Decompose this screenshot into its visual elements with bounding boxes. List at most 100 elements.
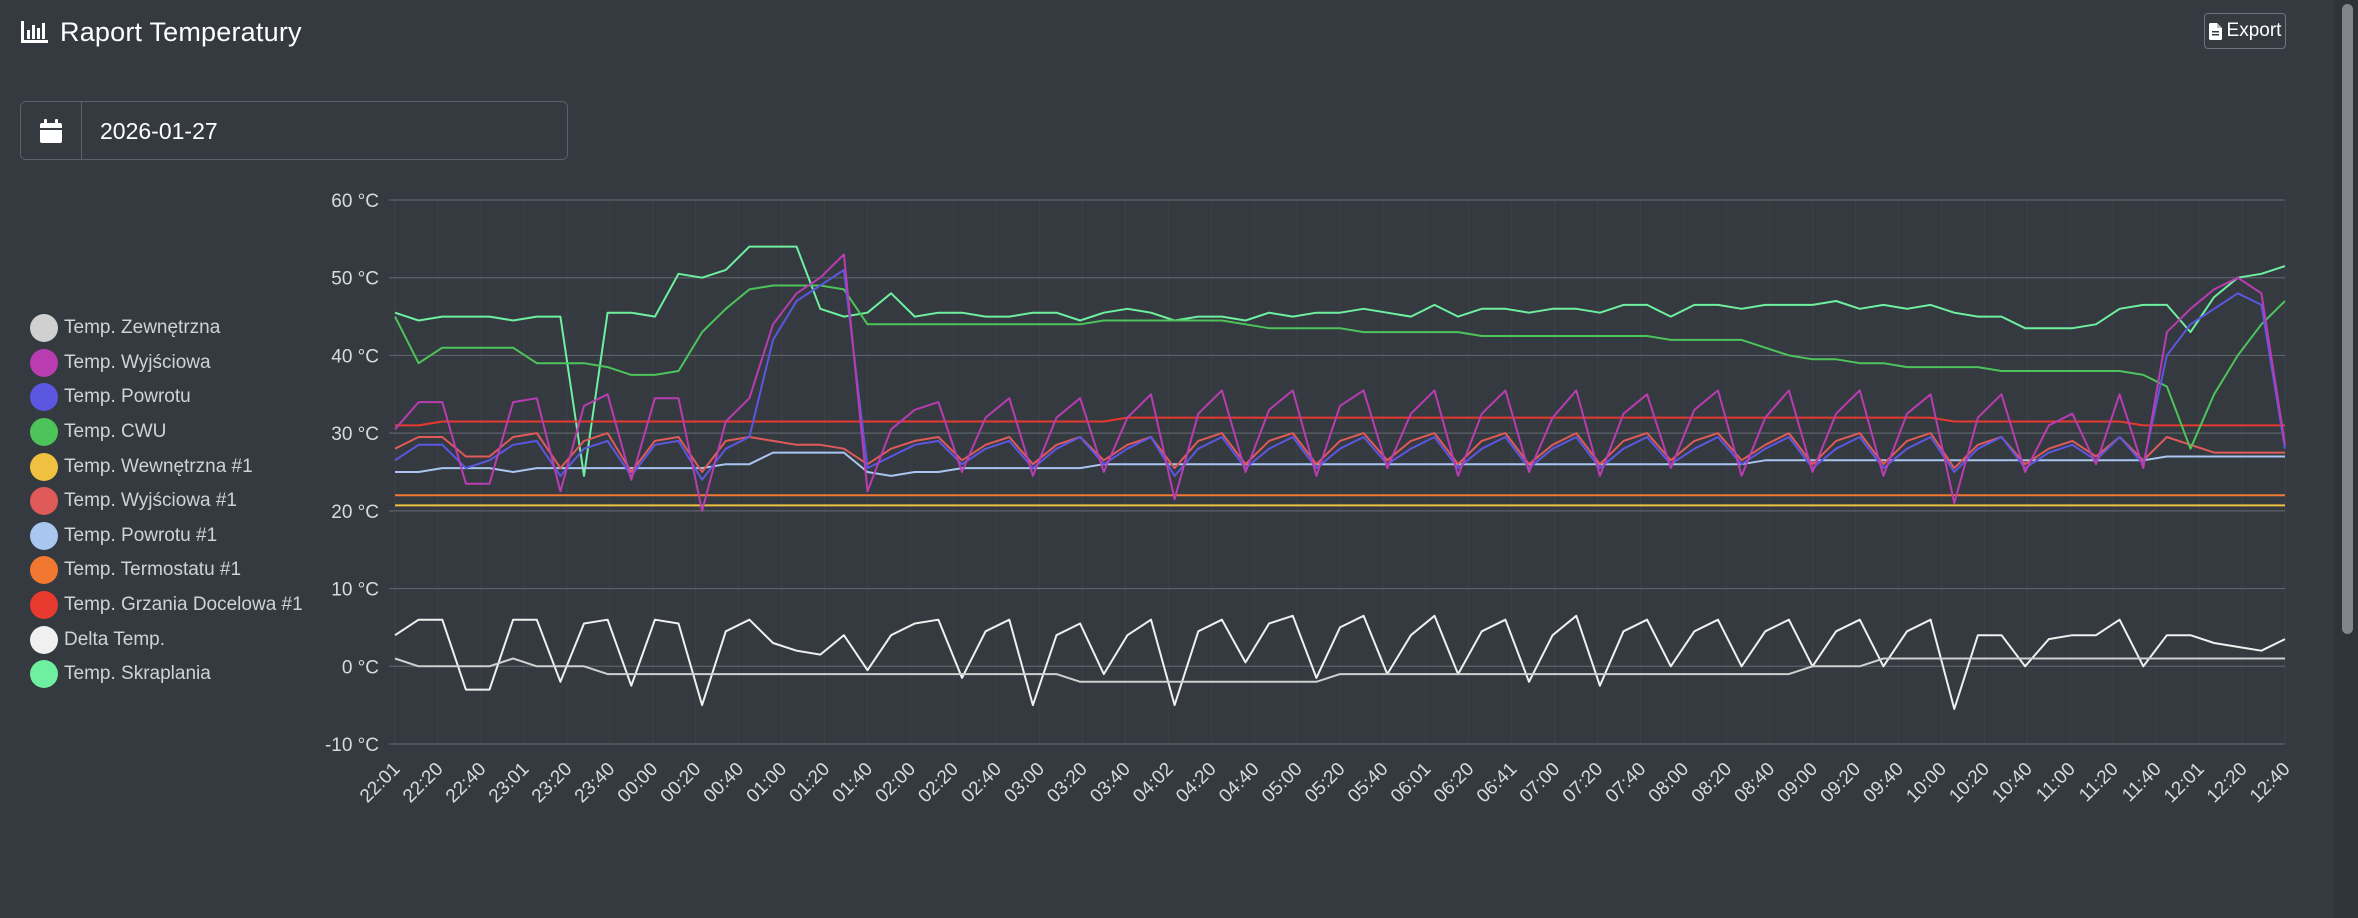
x-tick-label: 01:40 [829, 759, 877, 807]
x-tick-label: 00:20 [657, 759, 705, 807]
legend-swatch [30, 591, 58, 620]
x-tick-label: 07:40 [1602, 759, 1650, 807]
legend-swatch [30, 418, 58, 447]
y-tick-label: 50 °C [331, 269, 379, 290]
legend-label: Temp. Powrotu #1 [64, 524, 218, 546]
legend-label: Temp. Powrotu [64, 386, 191, 408]
legend-item[interactable]: Temp. Wewnętrzna #1 [30, 449, 303, 484]
legend-item[interactable]: Temp. Wyjściowa #1 [30, 484, 303, 519]
y-tick-label: 0 °C [342, 657, 379, 678]
x-tick-label: 04:02 [1129, 759, 1177, 807]
legend-label: Temp. Zewnętrzna [64, 317, 221, 339]
legend-label: Temp. Wewnętrzna #1 [64, 455, 253, 477]
y-tick-label: 20 °C [331, 502, 379, 523]
chart-legend: Temp. Zewnętrzna Temp. Wyjściowa Temp. Pow… [30, 311, 303, 692]
legend-swatch [30, 625, 58, 654]
date-picker[interactable] [20, 101, 568, 160]
legend-item[interactable]: Temp. Zewnętrzna [30, 311, 303, 346]
legend-swatch [30, 660, 58, 689]
legend-label: Temp. Termostatu #1 [64, 559, 242, 581]
y-tick-label: 10 °C [331, 580, 379, 601]
calendar-addon[interactable] [21, 102, 82, 159]
x-tick-label: 02:20 [914, 759, 962, 807]
series-line [394, 253, 2286, 512]
y-tick-label: -10 °C [325, 735, 379, 756]
x-tick-label: 08:40 [1731, 759, 1779, 807]
legend-label: Delta Temp. [64, 628, 166, 650]
series-line [394, 432, 2285, 473]
legend-item[interactable]: Temp. Wyjściowa [30, 346, 303, 381]
calendar-icon [40, 118, 62, 143]
x-tick-label: 09:40 [1859, 759, 1907, 807]
legend-item[interactable]: Temp. Grzania Docelowa #1 [30, 588, 303, 623]
x-tick-label: 11:40 [2118, 759, 2165, 806]
x-tick-label: 23:20 [528, 759, 576, 807]
x-tick-label: 00:00 [614, 759, 662, 807]
legend-item[interactable]: Temp. Powrotu [30, 380, 303, 415]
legend-swatch [30, 556, 58, 585]
legend-item[interactable]: Delta Temp. [30, 622, 303, 657]
x-tick-label: 11:00 [2032, 759, 2079, 806]
export-label: Export [2226, 20, 2282, 41]
series-lines [394, 245, 2286, 710]
x-tick-label: 09:00 [1774, 759, 1822, 807]
x-tick-label: 03:20 [1043, 759, 1091, 807]
x-tick-label: 02:00 [872, 759, 920, 807]
legend-label: Temp. Wyjściowa #1 [64, 490, 237, 512]
x-tick-label: 04:20 [1172, 759, 1220, 807]
legend-swatch [30, 383, 58, 412]
x-tick-label: 23:40 [571, 759, 619, 807]
x-tick-label: 06:41 [1473, 759, 1521, 807]
page-header: Raport Temperatury [20, 14, 302, 50]
x-tick-label: 10:20 [1945, 759, 1993, 807]
x-tick-label: 03:40 [1086, 759, 1134, 807]
legend-swatch [30, 314, 58, 343]
legend-item[interactable]: Temp. CWU [30, 415, 303, 450]
x-tick-label: 05:20 [1301, 759, 1349, 807]
x-tick-label: 04:40 [1215, 759, 1263, 807]
legend-label: Temp. Wyjściowa [64, 351, 211, 373]
legend-label: Temp. Skraplania [64, 663, 211, 685]
x-tick-label: 10:00 [1902, 759, 1950, 807]
x-tick-label: 05:00 [1258, 759, 1306, 807]
legend-item[interactable]: Temp. Skraplania [30, 657, 303, 692]
legend-swatch [30, 348, 58, 377]
x-tick-label: 07:20 [1559, 759, 1607, 807]
series-line [394, 657, 2285, 683]
date-input[interactable] [82, 102, 567, 159]
x-tick-label: 22:01 [356, 759, 404, 807]
legend-item[interactable]: Temp. Termostatu #1 [30, 553, 303, 588]
x-tick-label: 10:40 [1988, 759, 2036, 807]
legend-item[interactable]: Temp. Powrotu #1 [30, 519, 303, 554]
series-line [394, 245, 2286, 477]
chart-bar-icon [21, 21, 48, 43]
x-tick-label: 05:40 [1344, 759, 1392, 807]
legend-label: Temp. Grzania Docelowa #1 [64, 594, 303, 616]
series-line [395, 451, 2285, 477]
x-tick-label: 03:00 [1000, 759, 1048, 807]
x-tick-label: 01:00 [743, 759, 791, 807]
legend-swatch [30, 452, 58, 481]
series-line [395, 416, 2285, 427]
x-tick-label: 09:20 [1817, 759, 1865, 807]
x-tick-label: 02:40 [957, 759, 1005, 807]
x-tick-label: 22:40 [442, 759, 490, 807]
file-icon [2208, 22, 2222, 40]
x-tick-label: 11:20 [2075, 759, 2122, 806]
x-tick-label: 12:01 [2160, 759, 2208, 807]
legend-label: Temp. CWU [64, 421, 167, 443]
y-tick-label: 40 °C [331, 346, 379, 367]
x-tick-label: 23:01 [485, 759, 533, 807]
x-tick-label: 22:20 [399, 759, 447, 807]
y-tick-label: 30 °C [331, 424, 379, 445]
x-tick-label: 06:20 [1430, 759, 1478, 807]
legend-swatch [30, 521, 58, 550]
x-tick-label: 07:00 [1516, 759, 1564, 807]
x-tick-label: 08:00 [1645, 759, 1693, 807]
export-button[interactable]: Export [2204, 13, 2286, 49]
scrollbar-thumb[interactable] [2342, 4, 2353, 634]
grid-lines [389, 199, 2286, 745]
y-tick-label: 60 °C [331, 191, 379, 212]
x-tick-label: 08:20 [1688, 759, 1736, 807]
